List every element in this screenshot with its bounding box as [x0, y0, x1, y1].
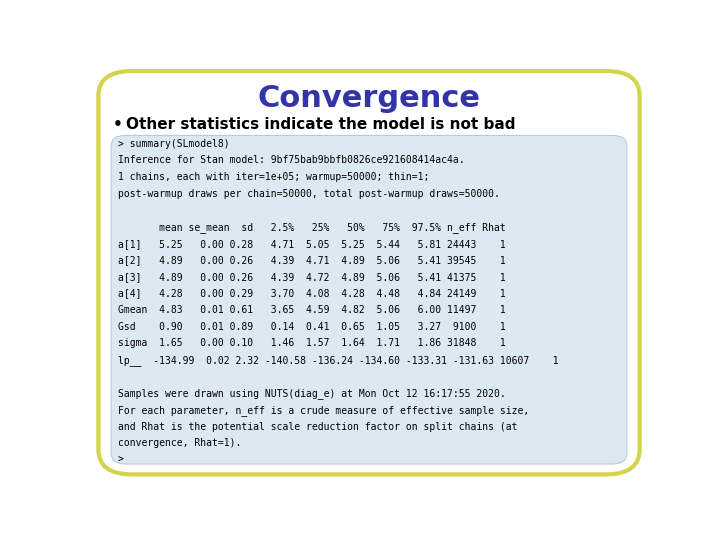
Text: and Rhat is the potential scale reduction factor on split chains (at: and Rhat is the potential scale reductio…	[118, 422, 518, 431]
Text: lp__  -134.99  0.02 2.32 -140.58 -136.24 -134.60 -133.31 -131.63 10607    1: lp__ -134.99 0.02 2.32 -140.58 -136.24 -…	[118, 355, 559, 366]
Text: •: •	[112, 117, 122, 132]
Text: a[1]   5.25   0.00 0.28   4.71  5.05  5.25  5.44   5.81 24443    1: a[1] 5.25 0.00 0.28 4.71 5.05 5.25 5.44 …	[118, 239, 505, 248]
Text: Samples were drawn using NUTS(diag_e) at Mon Oct 12 16:17:55 2020.: Samples were drawn using NUTS(diag_e) at…	[118, 388, 505, 399]
Text: >: >	[118, 455, 124, 465]
FancyBboxPatch shape	[99, 71, 639, 474]
Text: mean se_mean  sd   2.5%   25%   50%   75%  97.5% n_eff Rhat: mean se_mean sd 2.5% 25% 50% 75% 97.5% n…	[118, 222, 505, 233]
Text: Convergence: Convergence	[258, 84, 480, 112]
Text: Other statistics indicate the model is not bad: Other statistics indicate the model is n…	[126, 117, 516, 132]
Text: a[4]   4.28   0.00 0.29   3.70  4.08  4.28  4.48   4.84 24149    1: a[4] 4.28 0.00 0.29 3.70 4.08 4.28 4.48 …	[118, 288, 505, 299]
Text: > summary(SLmodel8): > summary(SLmodel8)	[118, 139, 230, 149]
Text: a[2]   4.89   0.00 0.26   4.39  4.71  4.89  5.06   5.41 39545    1: a[2] 4.89 0.00 0.26 4.39 4.71 4.89 5.06 …	[118, 255, 505, 265]
FancyBboxPatch shape	[111, 136, 627, 464]
Text: 1 chains, each with iter=1e+05; warmup=50000; thin=1;: 1 chains, each with iter=1e+05; warmup=5…	[118, 172, 429, 182]
Text: convergence, Rhat=1).: convergence, Rhat=1).	[118, 438, 241, 448]
Text: Gmean  4.83   0.01 0.61   3.65  4.59  4.82  5.06   6.00 11497    1: Gmean 4.83 0.01 0.61 3.65 4.59 4.82 5.06…	[118, 305, 505, 315]
Text: Inference for Stan model: 9bf75bab9bbfb0826ce921608414ac4a.: Inference for Stan model: 9bf75bab9bbfb0…	[118, 156, 464, 165]
Text: post-warmup draws per chain=50000, total post-warmup draws=50000.: post-warmup draws per chain=50000, total…	[118, 188, 500, 199]
Text: Gsd    0.90   0.01 0.89   0.14  0.41  0.65  1.05   3.27  9100    1: Gsd 0.90 0.01 0.89 0.14 0.41 0.65 1.05 3…	[118, 322, 505, 332]
Text: sigma  1.65   0.00 0.10   1.46  1.57  1.64  1.71   1.86 31848    1: sigma 1.65 0.00 0.10 1.46 1.57 1.64 1.71…	[118, 339, 505, 348]
Text: a[3]   4.89   0.00 0.26   4.39  4.72  4.89  5.06   5.41 41375    1: a[3] 4.89 0.00 0.26 4.39 4.72 4.89 5.06 …	[118, 272, 505, 282]
Text: For each parameter, n_eff is a crude measure of effective sample size,: For each parameter, n_eff is a crude mea…	[118, 405, 529, 416]
